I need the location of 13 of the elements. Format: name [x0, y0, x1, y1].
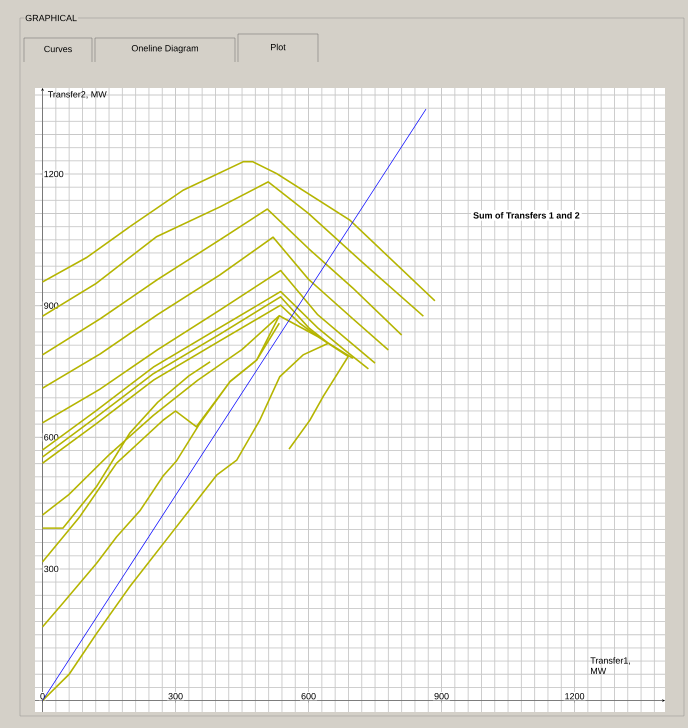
text: Oneline Diagram: [132, 44, 198, 54]
text: Curves: [44, 46, 72, 52]
x-tick-label: 900: [434, 693, 449, 700]
x-axis-title: Transfer1, MW: [590, 657, 630, 674]
x-tick-label: 300: [168, 693, 183, 700]
annotation: Sum of Transfers 1 and 2: [473, 212, 580, 219]
y-axis-title: Transfer2, MW: [48, 90, 107, 99]
y-tick-label: 300: [44, 566, 58, 572]
x-tick-label: 600: [302, 693, 316, 700]
y-tick-label: 1200: [44, 170, 64, 178]
x-tick-label: 1200: [565, 693, 584, 700]
text: GRAPHICAL: [26, 14, 77, 22]
text: Plot: [271, 44, 286, 50]
